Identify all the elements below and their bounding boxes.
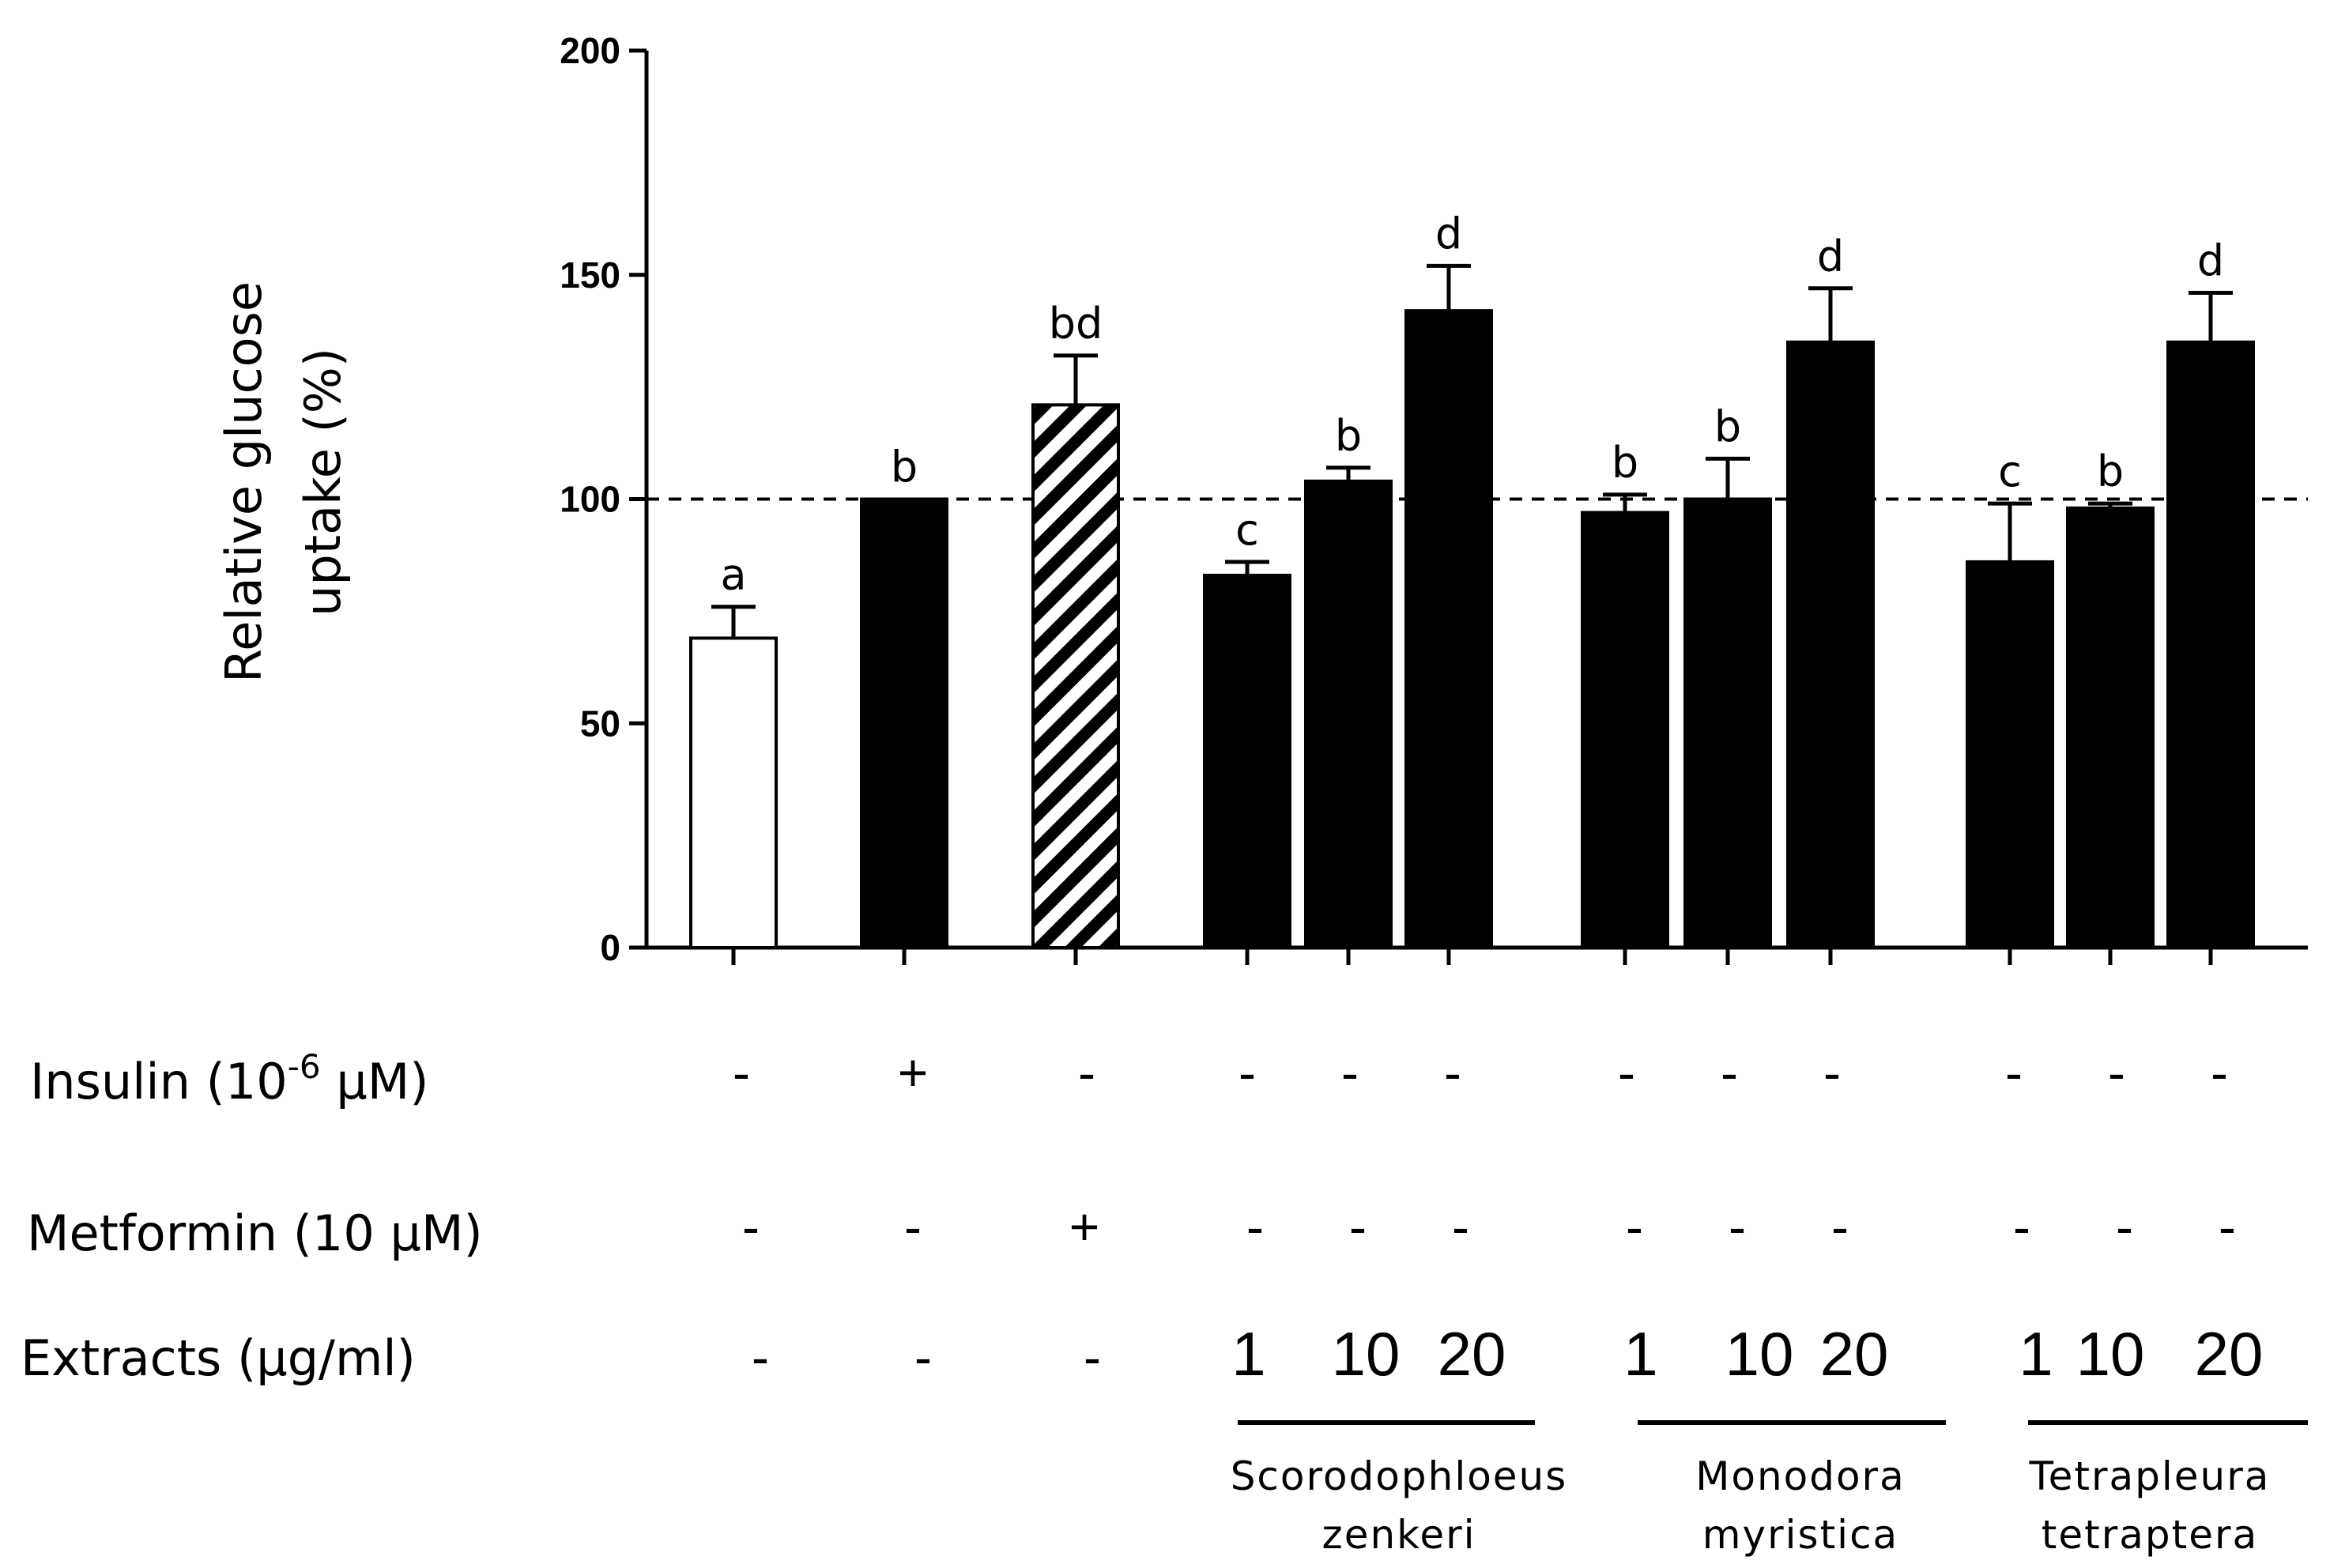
significance-label: d [2197, 236, 2224, 285]
insulin-label-sup: -6 [288, 1047, 321, 1086]
treatment-mark: 20 [1820, 1319, 1889, 1389]
extracts-row-label: Extracts (μg/ml) [21, 1329, 416, 1387]
insulin-label-pre: Insulin (10 [30, 1053, 288, 1110]
treatment-mark: - [1452, 1197, 1469, 1256]
y-axis-title-line-1: Relative glucose [215, 281, 273, 683]
significance-label: b [2097, 447, 2124, 496]
bar [1404, 309, 1493, 949]
bar [689, 636, 778, 949]
treatment-mark: - [1823, 1043, 1841, 1102]
significance-label: bd [1049, 299, 1103, 349]
extract-groups: Scorodophloeus zenkeri Monodora myristica Te… [1231, 1420, 2308, 1558]
treatment-table: Insulin (10-6 μM) Metformin (10 μM) Extr… [21, 1043, 2263, 1389]
y-axis-title-line-2: uptake (%) [294, 348, 352, 616]
treatment-mark: - [914, 1328, 932, 1386]
group-name-line: Tetrapleura [2029, 1453, 2271, 1499]
significance-label: c [1235, 505, 1259, 555]
treatment-mark: - [1618, 1043, 1635, 1102]
error-bars [711, 263, 2233, 639]
bar [1031, 403, 1120, 949]
insulin-row-label: Insulin (10-6 μM) [30, 1047, 428, 1110]
y-tick-label: 0 [600, 927, 620, 968]
bar [1683, 497, 1772, 949]
treatment-mark: + [1069, 1197, 1100, 1256]
x-ticks [731, 948, 2213, 965]
treatment-mark: 10 [1725, 1319, 1794, 1389]
treatment-mark: - [1084, 1328, 1101, 1386]
treatment-mark: - [1626, 1197, 1643, 1256]
treatment-mark: 20 [2195, 1319, 2264, 1389]
treatment-mark: 1 [2019, 1319, 2053, 1389]
group-name-line: Monodora [1695, 1453, 1906, 1499]
treatment-mark: - [2108, 1043, 2125, 1102]
group-name-line: myristica [1702, 1512, 1898, 1558]
bar [2066, 506, 2155, 949]
treatment-mark: - [1831, 1197, 1849, 1256]
treatment-mark: - [2211, 1043, 2228, 1102]
significance-label: b [1612, 438, 1638, 488]
significance-label: c [1998, 447, 2022, 496]
bar [2166, 340, 2255, 949]
y-ticks: 0 50 100 150 200 [560, 30, 647, 968]
treatment-mark: - [1239, 1043, 1256, 1102]
treatment-mark: 1 [1623, 1319, 1657, 1389]
significance-label: b [891, 443, 918, 492]
y-axis-title: Relative glucose uptake (%) [215, 281, 352, 683]
bars [689, 309, 2255, 949]
significance-label: b [1335, 411, 1362, 461]
metformin-row-label: Metformin (10 μM) [27, 1204, 483, 1262]
treatment-mark: - [1729, 1197, 1746, 1256]
bar [1786, 340, 1875, 949]
bar [1581, 511, 1669, 949]
treatment-mark: - [2005, 1043, 2023, 1102]
bar [1304, 479, 1393, 949]
treatment-mark: - [904, 1197, 922, 1256]
treatment-mark: - [1721, 1043, 1738, 1102]
group-name-line: Scorodophloeus [1231, 1453, 1568, 1499]
treatment-mark: - [1078, 1043, 1095, 1102]
treatment-mark: - [2116, 1197, 2133, 1256]
group-name-line: tetraptera [2042, 1512, 2258, 1558]
group-name-line: zenkeri [1321, 1512, 1476, 1558]
treatment-marks: - + - - - - - - - - - - - - + - - - - - - - - - - - - 1 10 20 1 10 20 1 10… [733, 1043, 2263, 1389]
treatment-mark: - [2219, 1197, 2236, 1256]
treatment-mark: - [2013, 1197, 2030, 1256]
treatment-mark: + [898, 1043, 929, 1102]
treatment-mark: - [742, 1197, 760, 1256]
treatment-mark: - [1246, 1197, 1264, 1256]
y-tick-label: 150 [560, 254, 620, 296]
bar [1966, 560, 2054, 949]
y-tick-label: 200 [560, 30, 620, 71]
significance-label: b [1714, 401, 1741, 451]
treatment-mark: 1 [1231, 1319, 1265, 1389]
bar [1203, 573, 1291, 949]
treatment-mark: - [733, 1043, 750, 1102]
insulin-label-post: μM) [321, 1053, 429, 1110]
treatment-mark: - [1349, 1197, 1367, 1256]
treatment-mark: - [752, 1328, 769, 1386]
significance-label: d [1817, 232, 1844, 281]
treatment-mark: 10 [1332, 1319, 1401, 1389]
treatment-mark: - [1341, 1043, 1359, 1102]
treatment-mark: 20 [1438, 1319, 1506, 1389]
y-tick-label: 100 [560, 479, 620, 520]
y-tick-label: 50 [580, 703, 620, 744]
significance-label: a [720, 550, 746, 600]
treatment-mark: - [1444, 1043, 1461, 1102]
treatment-mark: 10 [2076, 1319, 2145, 1389]
bar [860, 497, 948, 949]
significance-label: d [1435, 209, 1462, 258]
